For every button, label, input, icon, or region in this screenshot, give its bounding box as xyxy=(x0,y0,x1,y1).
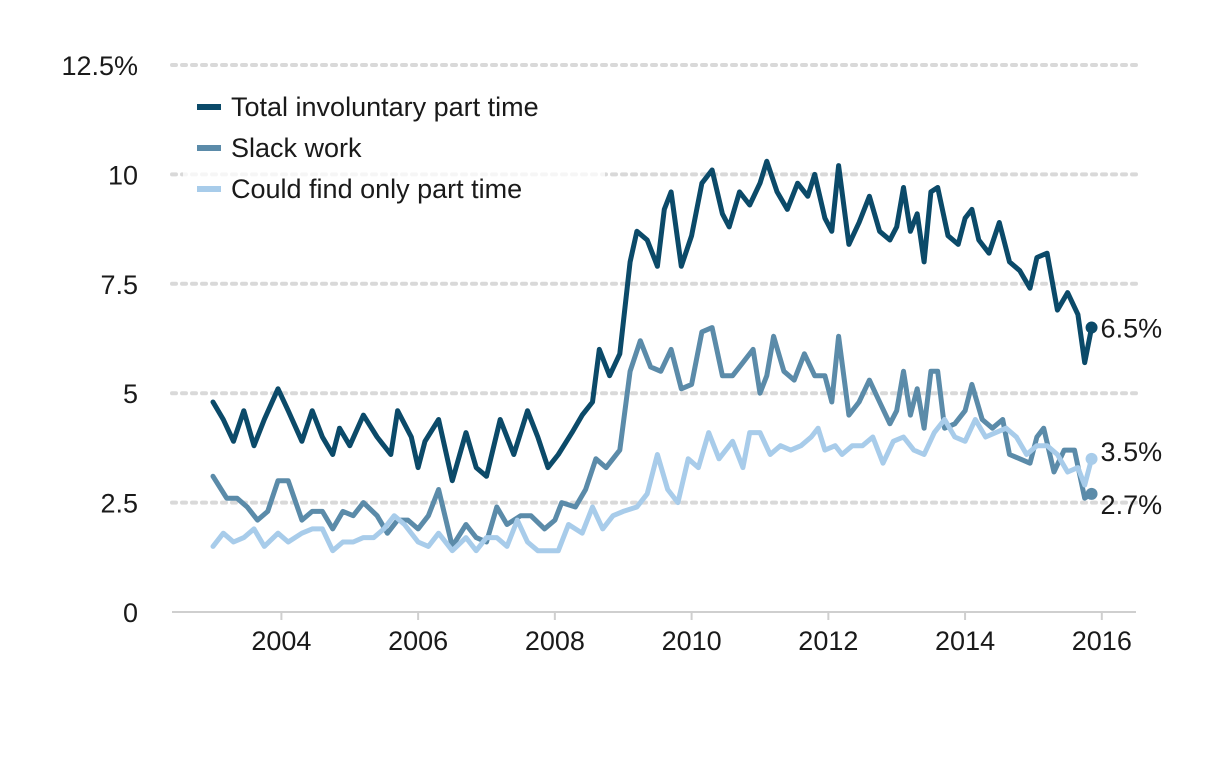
y-tick-label: 2.5 xyxy=(100,489,138,519)
y-tick-label: 10 xyxy=(108,160,138,190)
series-end-label-3: 3.5% xyxy=(1101,437,1163,467)
series-end-marker-3 xyxy=(1085,452,1098,465)
series-end-label-1: 6.5% xyxy=(1101,314,1163,344)
series-line-2 xyxy=(210,325,1095,549)
x-tick-label: 2010 xyxy=(662,626,722,656)
y-axis-tick-labels: 0 2.5 5 7.5 10 12.5% xyxy=(61,51,138,628)
x-tick-label: 2016 xyxy=(1072,626,1132,656)
series-end-marker-1 xyxy=(1085,321,1098,334)
x-tick-label: 2006 xyxy=(388,626,448,656)
end-markers xyxy=(1085,321,1098,500)
x-tick-label: 2014 xyxy=(935,626,995,656)
y-tick-label: 0 xyxy=(123,598,138,628)
legend-label-1: Total involuntary part time xyxy=(231,92,539,122)
x-tick-label: 2008 xyxy=(525,626,585,656)
x-axis xyxy=(172,611,1136,620)
x-tick-label: 2004 xyxy=(251,626,311,656)
y-tick-label: 5 xyxy=(123,379,138,409)
legend-label-3: Could find only part time xyxy=(231,174,522,204)
end-labels: 6.5% 2.7% 3.5% xyxy=(1101,314,1163,520)
y-tick-label: 12.5% xyxy=(61,51,138,81)
series-lines xyxy=(210,158,1095,554)
x-axis-tick-labels: 2004 2006 2008 2010 2012 2014 2016 xyxy=(251,626,1132,656)
series-end-marker-2 xyxy=(1085,487,1098,500)
x-tick-label: 2012 xyxy=(798,626,858,656)
y-tick-label: 7.5 xyxy=(100,270,138,300)
legend-label-2: Slack work xyxy=(231,133,362,163)
series-line-1 xyxy=(210,158,1095,484)
legend-background xyxy=(183,80,605,212)
series-line-3 xyxy=(210,417,1095,554)
series-end-label-2: 2.7% xyxy=(1101,490,1163,520)
legend: Total involuntary part time Slack work Cou… xyxy=(183,80,605,212)
